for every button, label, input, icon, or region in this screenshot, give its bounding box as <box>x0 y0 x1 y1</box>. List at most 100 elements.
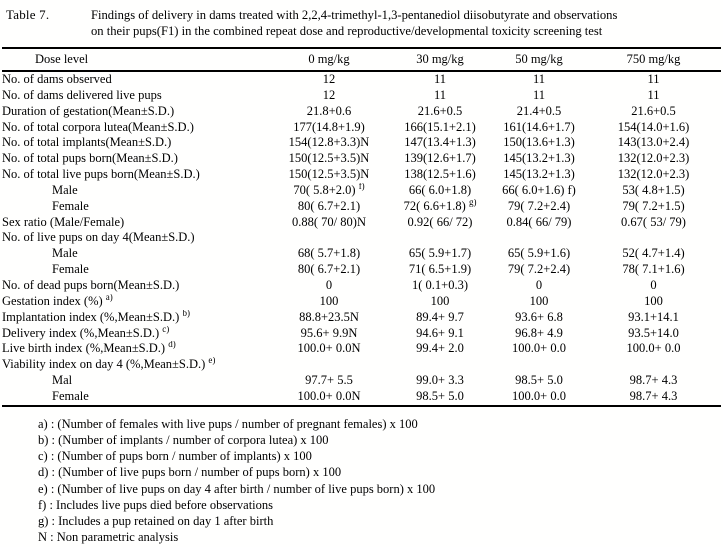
cell-value: 66( 6.0+1.6) f) <box>502 182 576 197</box>
column-header-dose-level: Dose level <box>35 52 89 66</box>
row-label: No. of dams observed <box>2 71 270 88</box>
row-label: Male <box>2 183 270 199</box>
cell-value: 11 <box>433 87 447 102</box>
cell-value: 93.5+14.0 <box>628 325 679 340</box>
table-row: Sex ratio (Male/Female) 0.88( 70/ 80)N 0.9… <box>2 215 721 231</box>
footnote-line: e) : (Number of live pups on day 4 after… <box>38 481 436 496</box>
cell-value: 100.0+ 0.0 <box>626 341 681 356</box>
cell-value: 100.0+ 0.0 <box>512 388 566 403</box>
cell-value: 80( 6.7+2.1) <box>297 262 361 277</box>
row-label-text: No. of total implants(Mean±S.D.) <box>2 135 172 150</box>
cell-value: 0.67( 53/ 79) <box>621 214 686 229</box>
table-row: Female 80( 6.7+2.1) 71( 6.5+1.9) 79( 7.2+2.… <box>2 262 721 278</box>
row-label-text: No. of total corpora lutea(Mean±S.D.) <box>2 119 194 134</box>
cell-value: 53( 4.8+1.5) <box>622 182 685 197</box>
cell-value: 0.88( 70/ 80)N <box>292 214 366 229</box>
cell-value: 98.7+ 4.3 <box>629 388 678 403</box>
row-label: Delivery index (%,Mean±S.D.) c) <box>2 326 270 342</box>
cell-value: 0 <box>325 277 333 292</box>
table-caption: Table 7. Findings of delivery in dams tr… <box>0 0 723 45</box>
cell-value: 79( 7.2+1.5) <box>622 198 685 213</box>
cell-value: 166(15.1+2.1) <box>404 119 476 134</box>
footnote-marker: c) <box>162 325 170 334</box>
cell-value: 1( 0.1+0.3) <box>412 277 468 292</box>
cell-value <box>492 230 586 246</box>
cell-value <box>586 357 721 373</box>
table-title-line-1: Findings of delivery in dams treated wit… <box>91 8 618 22</box>
cell-value: 21.6+0.5 <box>417 103 463 118</box>
footnote-line: c) : (Number of pups born / number of im… <box>38 449 312 464</box>
row-label: Mal <box>2 373 270 389</box>
row-label-text: Female <box>52 198 89 213</box>
cell-value: 99.4+ 2.0 <box>416 341 464 356</box>
cell-value: 66( 6.0+1.8) <box>408 182 472 197</box>
cell-value: 154(12.8+3.3)N <box>288 135 370 150</box>
table-row: Delivery index (%,Mean±S.D.) c) 95.6+ 9.9… <box>2 326 721 342</box>
footnote-line: d) : (Number of live pups born / number … <box>38 465 342 480</box>
cell-value: 132(12.0+2.3) <box>617 151 690 166</box>
cell-value: 150(12.5+3.5)N <box>288 151 370 166</box>
row-label: Duration of gestation(Mean±S.D.) <box>2 104 270 120</box>
cell-value: 21.8+0.6 <box>306 103 352 118</box>
row-label: Female <box>2 389 270 406</box>
cell-value: 100 <box>644 293 663 308</box>
cell-value <box>388 357 492 373</box>
table-row: No. of total implants(Mean±S.D.) 154(12.8… <box>2 135 721 151</box>
cell-value: 97.7+ 5.5 <box>305 373 353 388</box>
cell-value: 100.0+ 0.0N <box>297 341 361 356</box>
table-row: No. of dead pups born(Mean±S.D.) 0 1( 0.1+… <box>2 278 721 294</box>
cell-value: 0.84( 66/ 79) <box>506 214 572 229</box>
row-label: No. of total implants(Mean±S.D.) <box>2 135 270 151</box>
row-label-text: Gestation index (%) <box>2 293 103 308</box>
cell-value: 79( 7.2+2.4) <box>507 262 571 277</box>
cell-value: 65( 5.9+1.6) <box>507 246 571 261</box>
cell-value: 132(12.0+2.3) <box>617 167 690 182</box>
table-title: Findings of delivery in dams treated wit… <box>91 7 617 39</box>
cell-value: 11 <box>532 72 546 86</box>
cell-value: 11 <box>647 72 660 86</box>
header-row: Dose level 0 mg/kg 30 mg/kg 50 mg/kg 750… <box>2 48 721 71</box>
table-title-line-2: on their pups(F1) in the combined repeat… <box>91 24 603 38</box>
footnote-line: g) : Includes a pup retained on day 1 af… <box>38 513 274 528</box>
table-row: Implantation index (%,Mean±S.D.) b) 88.8+… <box>2 310 721 326</box>
table-body: No. of dams observed 12 11 11 11 No. of dams … <box>2 71 721 406</box>
cell-value: 70( 5.8+2.0) f) <box>270 183 388 199</box>
column-header-dose-30: 30 mg/kg <box>416 52 464 66</box>
row-label-text: Female <box>52 388 89 403</box>
cell-value: 100 <box>319 293 339 308</box>
cell-value: 52( 4.7+1.4) <box>622 246 685 261</box>
cell-value: 150(12.5+3.5)N <box>288 167 370 182</box>
table-row: No. of dams delivered live pups 12 11 11 11 <box>2 88 721 104</box>
cell-value: 93.6+ 6.8 <box>515 309 563 324</box>
table-row: Female 100.0+ 0.0N 98.5+ 5.0 100.0+ 0.0 98.7… <box>2 389 721 406</box>
row-label-text: Live birth index (%,Mean±S.D.) <box>2 341 166 356</box>
cell-value <box>270 357 388 373</box>
cell-value: 68( 5.7+1.8) <box>297 246 361 261</box>
cell-value: 0.92( 66/ 72) <box>407 214 473 229</box>
table-row: No. of dams observed 12 11 11 11 <box>2 71 721 88</box>
cell-value: 96.8+ 4.9 <box>515 325 563 340</box>
column-header-dose-750: 750 mg/kg <box>626 52 681 66</box>
footnote-line: f) : Includes live pups died before obse… <box>38 497 274 512</box>
row-label-text: No. of dams observed <box>2 72 112 86</box>
cell-value: 100.0+ 0.0 <box>512 341 566 356</box>
row-label: No. of total pups born(Mean±S.D.) <box>2 151 270 167</box>
cell-value: 93.1+14.1 <box>628 309 679 324</box>
cell-value: 11 <box>532 87 546 102</box>
cell-value: 100 <box>529 293 549 308</box>
row-label-text: No. of total live pups born(Mean±S.D.) <box>2 167 200 182</box>
row-label-text: No. of total pups born(Mean±S.D.) <box>2 151 178 166</box>
row-label: No. of dams delivered live pups <box>2 88 270 104</box>
footnote-marker: b) <box>182 309 190 318</box>
cell-value: 71( 6.5+1.9) <box>408 262 472 277</box>
row-label-text: Viability index on day 4 (%,Mean±S.D.) <box>2 357 206 372</box>
cell-value: 99.0+ 3.3 <box>416 373 464 388</box>
row-label-text: Implantation index (%,Mean±S.D.) <box>2 309 180 324</box>
footnote-line: N : Non parametric analysis <box>38 530 179 545</box>
cell-value <box>586 230 721 246</box>
cell-value: 88.8+23.5N <box>299 309 359 324</box>
cell-value-text: 70( 5.8+2.0) <box>293 182 356 197</box>
row-label-text: Duration of gestation(Mean±S.D.) <box>2 103 175 118</box>
footnote-marker: a) <box>105 293 113 302</box>
